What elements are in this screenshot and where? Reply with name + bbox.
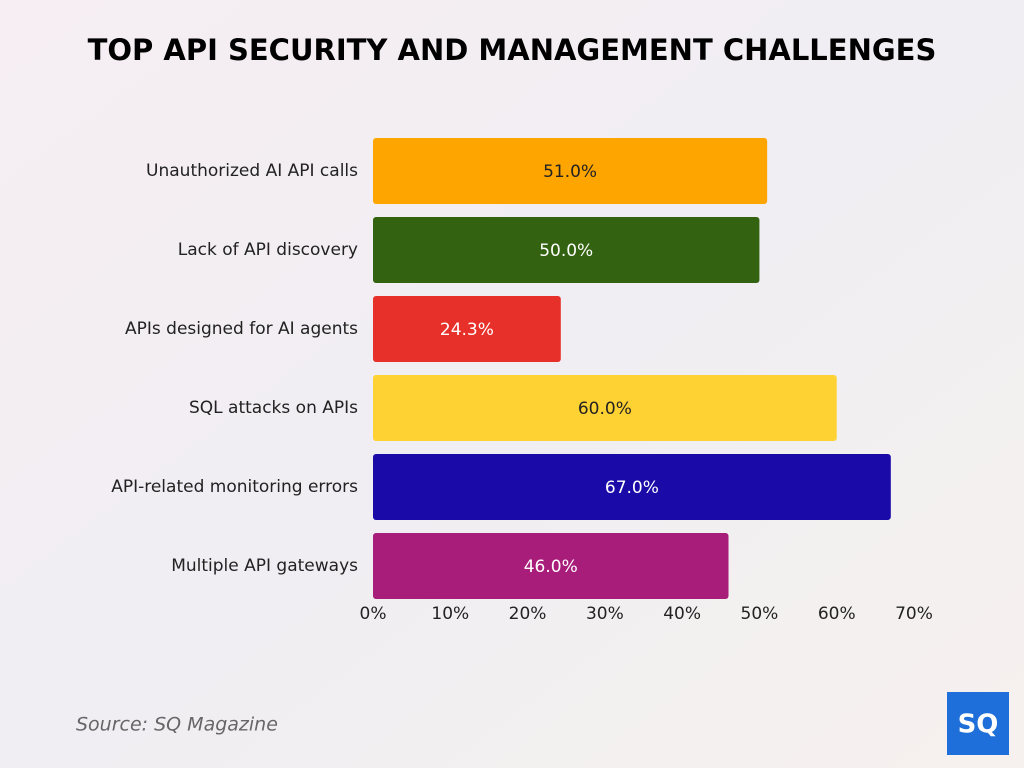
- logo-box: [947, 692, 1009, 755]
- y-tick-label: APIs designed for AI agents: [125, 319, 358, 339]
- bar: [373, 296, 561, 362]
- value-label: 46.0%: [524, 557, 578, 577]
- x-tick-label: 0%: [360, 604, 387, 624]
- bar: [373, 454, 891, 520]
- y-tick-label: Lack of API discovery: [178, 240, 358, 260]
- x-tick-label: 40%: [663, 604, 701, 624]
- logo: SQ: [958, 710, 999, 740]
- bar: [373, 217, 760, 283]
- bar: [373, 375, 837, 441]
- y-tick-label: SQL attacks on APIs: [189, 398, 358, 418]
- x-tick-label: 20%: [509, 604, 547, 624]
- chart-title: TOP API SECURITY AND MANAGEMENT CHALLENG…: [88, 33, 937, 67]
- value-label: 24.3%: [440, 320, 494, 340]
- x-tick-label: 60%: [818, 604, 856, 624]
- source: Source: SQ Magazine: [76, 714, 278, 736]
- x-tick-label: 30%: [586, 604, 624, 624]
- y-tick-label: Unauthorized AI API calls: [146, 161, 358, 181]
- bar: [373, 533, 729, 599]
- y-tick-label: Multiple API gateways: [171, 556, 358, 576]
- value-label: 51.0%: [543, 162, 597, 182]
- value-label: 50.0%: [539, 241, 593, 261]
- x-tick-label: 50%: [741, 604, 779, 624]
- y-tick-label: API-related monitoring errors: [111, 477, 358, 497]
- value-label: 60.0%: [578, 399, 632, 419]
- x-tick-label: 10%: [431, 604, 469, 624]
- x-tick-label: 70%: [895, 604, 933, 624]
- value-label: 67.0%: [605, 478, 659, 498]
- bar: [373, 138, 768, 204]
